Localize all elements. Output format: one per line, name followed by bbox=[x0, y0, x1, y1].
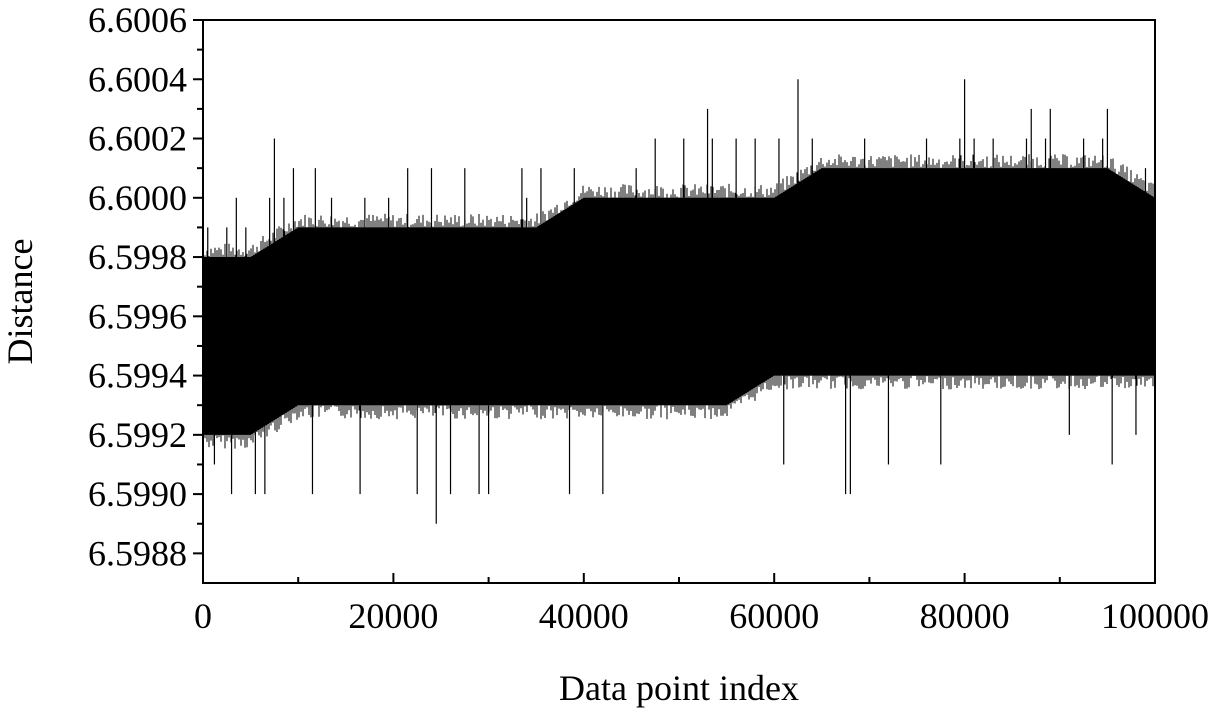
y-tick-label: 6.5998 bbox=[88, 237, 187, 277]
y-tick-label: 6.5990 bbox=[88, 474, 187, 514]
y-tick-label: 6.6000 bbox=[88, 178, 187, 218]
y-tick-label: 6.6002 bbox=[88, 119, 187, 159]
x-tick-label: 80000 bbox=[920, 596, 1010, 636]
y-tick-label: 6.5988 bbox=[88, 533, 187, 573]
x-axis-title: Data point index bbox=[559, 668, 799, 708]
x-tick-label: 20000 bbox=[348, 596, 438, 636]
x-tick-label: 60000 bbox=[729, 596, 819, 636]
data-series bbox=[202, 79, 1156, 524]
x-tick-label: 40000 bbox=[539, 596, 629, 636]
x-tick-label: 0 bbox=[194, 596, 212, 636]
y-axis-title: Distance bbox=[0, 239, 40, 365]
axis-ticks: 0 20000 40000 60000 80000 100000 6.5988 6.5990 6… bbox=[88, 0, 1209, 636]
y-tick-label: 6.5994 bbox=[88, 356, 187, 396]
y-tick-label: 6.5992 bbox=[88, 415, 187, 455]
y-tick-label: 6.6004 bbox=[88, 59, 187, 99]
y-tick-label: 6.6006 bbox=[88, 0, 187, 40]
x-tick-label: 100000 bbox=[1101, 596, 1209, 636]
y-tick-label: 6.5996 bbox=[88, 296, 187, 336]
